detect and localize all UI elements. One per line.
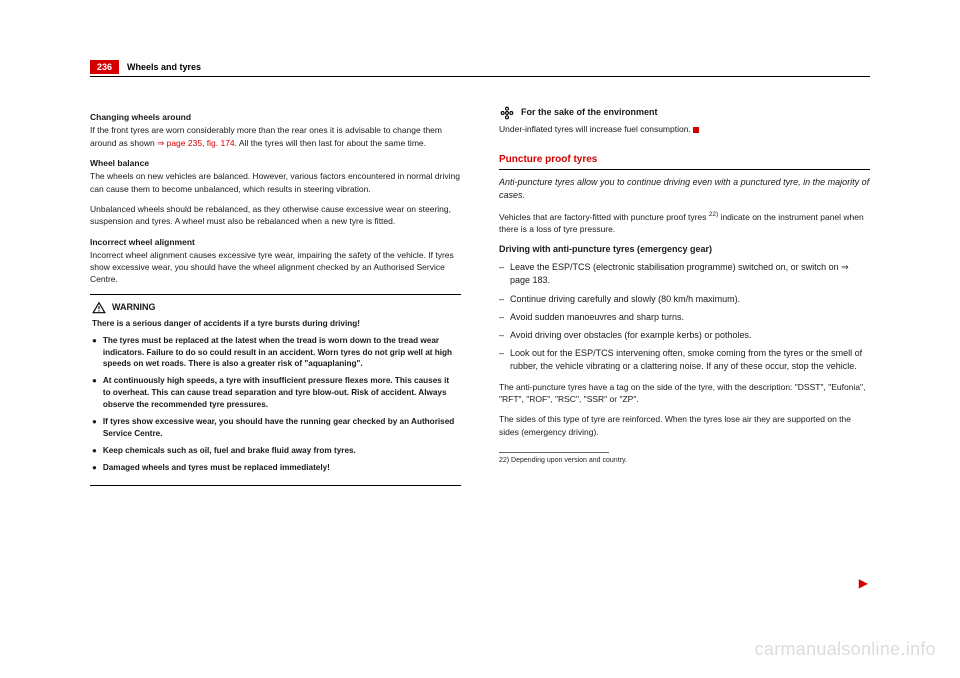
list-text: Continue driving carefully and slowly (8… xyxy=(510,293,740,306)
warning-line: There is a serious danger of accidents i… xyxy=(92,318,459,330)
bullet-icon: ● xyxy=(92,416,97,445)
heading-changing-wheels: Changing wheels around xyxy=(90,111,461,123)
list-item: –Avoid driving over obstacles (for examp… xyxy=(499,329,870,342)
text: . All the tyres will then last for about… xyxy=(235,138,426,148)
dash-icon: – xyxy=(499,261,504,287)
warning-text: If tyres show excessive wear, you should… xyxy=(103,416,459,440)
dash-icon: – xyxy=(499,329,504,342)
bullet-icon: ● xyxy=(92,445,97,462)
warning-triangle-icon xyxy=(92,301,106,315)
warning-box: WARNING There is a serious danger of acc… xyxy=(90,294,461,486)
page-number-badge: 236 xyxy=(90,60,119,74)
environment-heading: For the sake of the environment xyxy=(521,106,658,119)
list-text: Leave the ESP/TCS (electronic stabilisat… xyxy=(510,261,870,287)
watermark: carmanualsonline.info xyxy=(755,639,936,660)
para-balance-2: Unbalanced wheels should be rebalanced, … xyxy=(90,203,461,228)
para-alignment: Incorrect wheel alignment causes excessi… xyxy=(90,249,461,286)
warning-bullet: ●If tyres show excessive wear, you shoul… xyxy=(92,416,459,445)
dash-icon: – xyxy=(499,347,504,373)
list-item: –Leave the ESP/TCS (electronic stabilisa… xyxy=(499,261,870,287)
right-column: For the sake of the environment Under-in… xyxy=(499,105,870,486)
warning-title-row: WARNING xyxy=(92,301,459,315)
footnote-ref: 22) xyxy=(709,211,718,218)
recycle-flower-icon xyxy=(499,105,515,121)
warning-bullet: ●At continuously high speeds, a tyre wit… xyxy=(92,375,459,416)
warning-text: The tyres must be replaced at the latest… xyxy=(103,335,459,371)
environment-text: Under-inflated tyres will increase fuel … xyxy=(499,123,870,135)
list-item: –Continue driving carefully and slowly (… xyxy=(499,293,870,306)
page: 236 Wheels and tyres Changing wheels aro… xyxy=(0,0,960,526)
environment-heading-row: For the sake of the environment xyxy=(499,105,870,121)
bullet-icon: ● xyxy=(92,462,97,479)
footnote-rule xyxy=(499,452,609,453)
warning-text: Keep chemicals such as oil, fuel and bra… xyxy=(103,445,356,457)
left-column: Changing wheels around If the front tyre… xyxy=(90,105,461,486)
content-columns: Changing wheels around If the front tyre… xyxy=(90,105,870,486)
heading-wheel-balance: Wheel balance xyxy=(90,157,461,169)
section-title: Wheels and tyres xyxy=(127,62,201,72)
para-changing-wheels: If the front tyres are worn considerably… xyxy=(90,124,461,149)
list-text: Look out for the ESP/TCS intervening oft… xyxy=(510,347,870,373)
text: Vehicles that are factory-fitted with pu… xyxy=(499,212,709,222)
bullet-icon: ● xyxy=(92,375,97,416)
warning-text: Damaged wheels and tyres must be replace… xyxy=(103,462,330,474)
list-item: –Look out for the ESP/TCS intervening of… xyxy=(499,347,870,373)
continue-arrow-icon: ▶ xyxy=(859,576,868,590)
warning-bullet: ● Keep chemicals such as oil, fuel and br… xyxy=(92,445,459,462)
warning-text: At continuously high speeds, a tyre with… xyxy=(103,375,459,411)
warning-bullet: ● Damaged wheels and tyres must be replac… xyxy=(92,462,459,479)
bullet-icon: ● xyxy=(92,335,97,376)
lead-text: Anti-puncture tyres allow you to continu… xyxy=(499,176,870,202)
footnote: 22) Depending upon version and country. xyxy=(499,456,870,466)
text: Under-inflated tyres will increase fuel … xyxy=(499,124,691,134)
warning-title: WARNING xyxy=(112,301,156,314)
page-ref-link: ⇒ page 235, fig. 174 xyxy=(157,138,235,148)
list-text: Avoid driving over obstacles (for exampl… xyxy=(510,329,751,342)
para-balance-1: The wheels on new vehicles are balanced.… xyxy=(90,170,461,195)
subheading-emergency: Driving with anti-puncture tyres (emerge… xyxy=(499,243,870,256)
dash-icon: – xyxy=(499,311,504,324)
list-item: –Avoid sudden manoeuvres and sharp turns… xyxy=(499,311,870,324)
intro-text: Vehicles that are factory-fitted with pu… xyxy=(499,210,870,235)
dash-icon: – xyxy=(499,293,504,306)
list-text: Avoid sudden manoeuvres and sharp turns. xyxy=(510,311,684,324)
page-header: 236 Wheels and tyres xyxy=(90,60,870,77)
heading-puncture-proof: Puncture proof tyres xyxy=(499,153,870,170)
after-text-2: The sides of this type of tyre are reinf… xyxy=(499,413,870,438)
after-text-1: The anti-puncture tyres have a tag on th… xyxy=(499,381,870,406)
red-stop-icon xyxy=(693,127,699,133)
heading-alignment: Incorrect wheel alignment xyxy=(90,236,461,248)
warning-bullet: ●The tyres must be replaced at the lates… xyxy=(92,335,459,376)
